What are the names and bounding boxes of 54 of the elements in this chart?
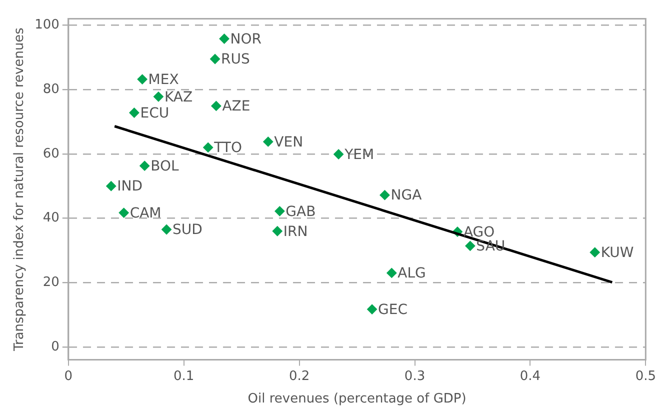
x-axis-title: Oil revenues (percentage of GDP) [248,392,466,407]
point [118,208,129,218]
annotation: VEN [274,134,304,150]
y-tick-label: 80 [42,82,60,97]
y-tick-label: 20 [42,274,60,290]
x-tick-label: 0 [64,368,73,384]
point [367,304,378,314]
point [210,54,220,64]
annotation: KUW [600,244,634,261]
annotation: RUS [221,52,250,68]
annotation: TTO [213,140,242,156]
point [211,100,222,111]
annotation: AGO [463,224,495,240]
annotation: GAB [286,204,316,220]
y-tick-label: 100 [34,18,60,33]
y-tick-label: 0 [51,339,60,354]
x-tick-label: 0.3 [404,368,426,384]
annotation: AZE [222,98,250,115]
annotation: KAZ [164,89,193,106]
point [465,240,476,251]
x-tick-label: 0.2 [288,368,310,384]
annotation: GEC [378,302,408,318]
point [129,108,140,118]
point [162,224,172,235]
annotation: ALG [398,266,426,282]
annotation: NOR [230,31,262,48]
point [106,181,116,192]
y-tick-label: 60 [42,146,60,162]
annotation: ECU [140,105,170,122]
annotation: NGA [390,188,422,204]
y-axis-title: Transparency index for natural resource revenues [12,27,28,352]
annotation: IRN [283,224,308,240]
point [263,136,274,147]
point [203,142,214,152]
point [272,226,282,236]
point [219,34,230,44]
point [137,74,148,84]
point [380,190,390,200]
annotation: CAM [130,205,162,222]
annotation: MEX [148,72,180,88]
point [274,206,285,216]
point [590,247,600,258]
x-tick-label: 0.1 [174,368,194,384]
annotation: SUD [172,222,202,238]
annotation: YEM [344,146,374,163]
x-tick-label: 0.5 [635,368,656,384]
annotation: IND [117,178,143,195]
x-tick-label: 0.4 [520,368,541,384]
point [153,92,164,102]
point [334,149,344,160]
point [386,268,397,278]
y-tick-label: 40 [42,210,60,226]
annotation: BOL [150,158,179,174]
point [140,160,150,171]
